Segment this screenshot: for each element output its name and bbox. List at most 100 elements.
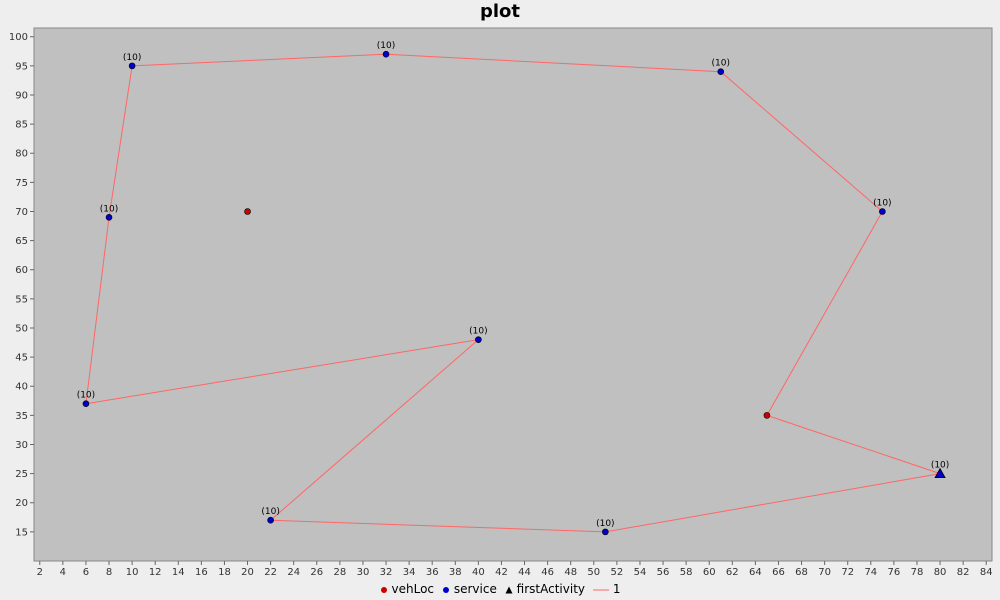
y-tick-label: 45 (15, 353, 28, 364)
legend-label-vehloc: vehLoc (391, 582, 435, 596)
point-label: (10) (712, 59, 730, 69)
x-tick-label: 8 (106, 567, 112, 578)
y-tick-label: 35 (15, 411, 28, 422)
x-tick-label: 72 (841, 567, 854, 578)
x-tick-label: 12 (149, 567, 162, 578)
y-tick-label: 30 (15, 440, 28, 451)
legend-item-service: service (442, 582, 497, 597)
x-tick-label: 34 (403, 567, 416, 578)
legend-label-route-1: 1 (612, 582, 621, 596)
route-segment (270, 339, 479, 521)
x-tick-label: 20 (241, 567, 254, 578)
vehLoc-point (763, 412, 771, 419)
y-tick-label: 80 (15, 149, 28, 160)
point-label: (10) (77, 391, 95, 401)
x-tick-label: 50 (587, 567, 600, 578)
point-label: (10) (123, 53, 141, 63)
x-tick-label: 76 (888, 567, 901, 578)
x-tick-label: 74 (864, 567, 877, 578)
point-label: (10) (469, 327, 487, 337)
x-tick-label: 4 (60, 567, 66, 578)
y-tick-label: 40 (15, 382, 28, 393)
point-label: (10) (931, 461, 949, 471)
service-point (717, 68, 725, 75)
route-segment (108, 65, 133, 218)
x-tick-label: 42 (495, 567, 508, 578)
x-tick-label: 54 (634, 567, 647, 578)
route-segment (605, 473, 941, 533)
point-label: (10) (261, 507, 279, 517)
x-tick-label: 18 (218, 567, 231, 578)
x-tick-label: 16 (195, 567, 208, 578)
x-tick-label: 84 (980, 567, 993, 578)
x-tick-label: 60 (703, 567, 716, 578)
legend-item-vehloc: vehLoc (380, 582, 435, 597)
y-tick-label: 100 (9, 32, 28, 43)
x-tick-label: 46 (541, 567, 554, 578)
point-label: (10) (596, 519, 614, 529)
x-tick-label: 6 (83, 567, 89, 578)
point-label: (10) (873, 198, 891, 208)
service-point (128, 62, 136, 70)
x-tick-label: 56 (657, 567, 670, 578)
x-tick-label: 44 (518, 567, 531, 578)
route-segment (132, 53, 387, 67)
route-segment (85, 217, 110, 404)
y-tick-label: 15 (15, 527, 28, 538)
x-tick-label: 28 (334, 567, 347, 578)
route-segment (85, 339, 479, 405)
route-segment (766, 414, 941, 475)
route-segment (720, 71, 883, 212)
x-tick-label: 22 (264, 567, 277, 578)
service-point (105, 214, 113, 221)
y-tick-label: 25 (15, 469, 28, 480)
x-tick-label: 82 (957, 567, 970, 578)
x-tick-label: 78 (911, 567, 924, 578)
x-tick-label: 70 (818, 567, 831, 578)
y-tick-label: 60 (15, 265, 28, 276)
x-tick-label: 64 (749, 567, 762, 578)
legend-item-route-1: 1 (592, 582, 621, 597)
x-tick-label: 80 (934, 567, 947, 578)
x-tick-label: 68 (795, 567, 808, 578)
vehLoc-point (244, 208, 251, 215)
x-tick-label: 24 (287, 567, 300, 578)
x-tick-label: 14 (172, 567, 185, 578)
x-tick-label: 62 (726, 567, 739, 578)
y-tick-label: 90 (15, 90, 28, 101)
service-point (602, 528, 609, 536)
x-tick-label: 10 (126, 567, 139, 578)
x-tick-label: 48 (564, 567, 577, 578)
legend-symbol-route-1 (592, 583, 609, 597)
legend-symbol-vehloc (380, 583, 388, 597)
service-point (382, 50, 390, 58)
x-tick-label: 52 (611, 567, 624, 578)
x-tick-label: 30 (357, 567, 370, 578)
route-segment (766, 211, 883, 416)
x-tick-label: 36 (426, 567, 439, 578)
service-point (267, 516, 274, 524)
y-tick-label: 70 (15, 207, 28, 218)
point-label: (10) (377, 41, 395, 51)
x-tick-label: 26 (310, 567, 323, 578)
legend-label-firstactivity: firstActivity (516, 582, 585, 596)
plot-area (33, 27, 993, 562)
y-tick-label: 20 (15, 498, 28, 509)
chart-title: plot (479, 1, 521, 22)
y-tick-label: 95 (15, 61, 28, 72)
service-point (879, 208, 886, 215)
point-label: (10) (100, 204, 118, 214)
y-tick-label: 65 (15, 236, 28, 247)
legend-symbol-service (442, 583, 450, 597)
service-point (82, 400, 90, 408)
legend-item-firstactivity: firstActivity (505, 582, 585, 597)
y-tick-label: 50 (15, 323, 28, 334)
route-segment (270, 519, 606, 533)
x-tick-label: 38 (449, 567, 462, 578)
x-tick-label: 58 (680, 567, 693, 578)
x-tick-label: 66 (772, 567, 785, 578)
firstActivity-point (934, 467, 946, 479)
service-point (475, 336, 482, 343)
y-tick-label: 55 (15, 294, 28, 305)
